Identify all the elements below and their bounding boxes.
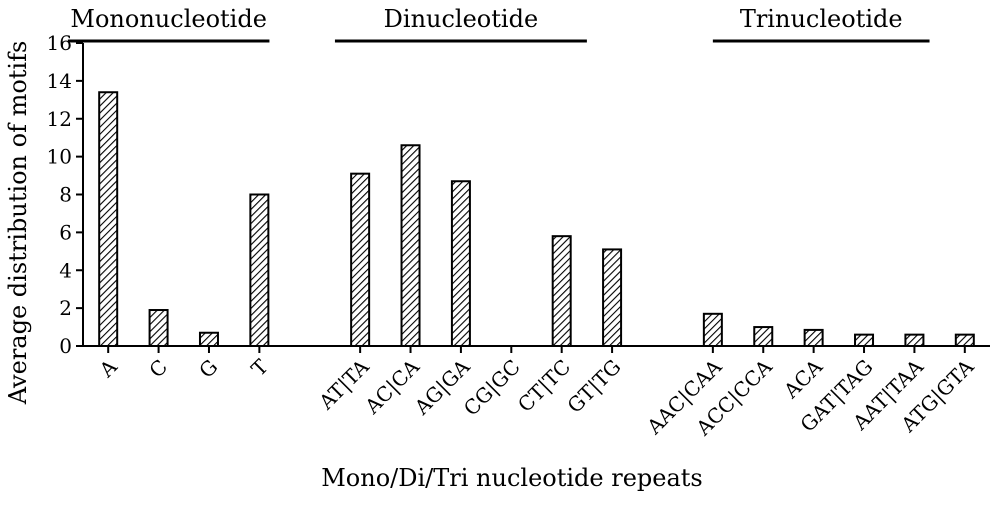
bar-t bbox=[249, 193, 270, 347]
y-tick-label: 2 bbox=[59, 296, 72, 320]
bar-aca bbox=[803, 328, 824, 348]
group-label-dinucleotide: Dinucleotide bbox=[384, 5, 539, 33]
group-label-mononucleotide: Mononucleotide bbox=[70, 5, 267, 33]
y-tick-label: 8 bbox=[59, 183, 72, 207]
bar-aat-taa bbox=[904, 333, 925, 348]
bar-ac-ca bbox=[400, 144, 421, 347]
x-tick-label-t: T bbox=[246, 354, 273, 381]
bar-g bbox=[198, 331, 219, 347]
bar-aac-caa bbox=[702, 312, 723, 347]
y-tick-label: 0 bbox=[59, 334, 72, 358]
y-tick-label: 16 bbox=[47, 31, 72, 55]
y-tick-label: 6 bbox=[59, 220, 72, 244]
bar-atg-gta bbox=[954, 333, 975, 348]
y-axis-title: Average distribution of motifs bbox=[4, 41, 32, 406]
bar-at-ta bbox=[350, 172, 371, 347]
bar-ct-tc bbox=[551, 235, 572, 348]
bar-a bbox=[98, 91, 119, 347]
y-axis: 0 2 4 6 8 10 12 14 16 bbox=[47, 31, 84, 358]
bar-c bbox=[148, 309, 169, 347]
x-tick-label-gt-tg: GT|TG bbox=[562, 355, 626, 419]
x-axis bbox=[83, 345, 990, 353]
bar-gt-tg bbox=[602, 248, 623, 347]
group-labels: Mononucleotide Dinucleotide Trinucleotid… bbox=[70, 5, 902, 33]
x-tick-label-ac-ca: AC|CA bbox=[360, 354, 426, 420]
y-tick-label: 10 bbox=[47, 145, 72, 169]
y-tick-label: 14 bbox=[47, 69, 72, 93]
x-axis-title: Mono/Di/Tri nucleotide repeats bbox=[321, 464, 703, 492]
bar-acc-cca bbox=[753, 326, 774, 347]
bar-gat-tag bbox=[854, 333, 875, 348]
x-tick-label-ct-tc: CT|TC bbox=[513, 355, 576, 418]
bar-ag-ga bbox=[450, 180, 471, 347]
x-tick-label-a: A bbox=[94, 354, 122, 382]
x-tick-label-c: C bbox=[144, 355, 172, 383]
x-tick-label-g: G bbox=[194, 355, 222, 383]
y-tick-label: 4 bbox=[59, 258, 72, 282]
y-tick-label: 12 bbox=[47, 107, 72, 131]
x-tick-label-cg-gc: CG|GC bbox=[459, 355, 526, 422]
bars bbox=[98, 91, 975, 348]
group-label-trinucleotide: Trinucleotide bbox=[740, 5, 903, 33]
